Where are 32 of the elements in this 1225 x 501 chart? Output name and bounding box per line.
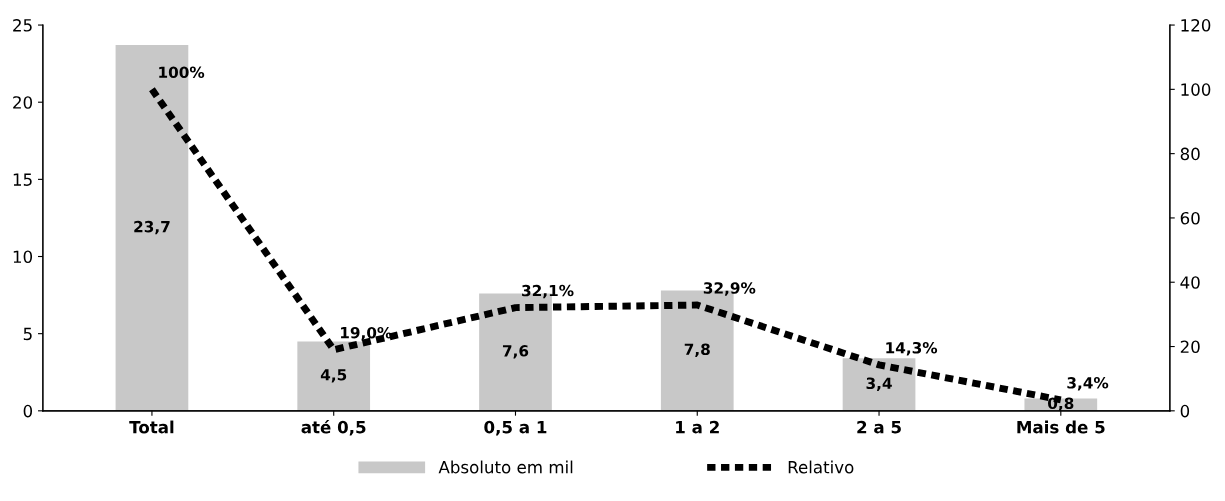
y2-tick-label: 120 — [1181, 19, 1211, 32]
data-label: 32,1% — [522, 284, 574, 299]
data-label: 3,4 — [866, 377, 892, 391]
y2-tick-label: 100 — [1181, 83, 1211, 96]
legend-label: Absoluto em mil — [438, 460, 573, 474]
legend-label: Relativo — [788, 460, 854, 474]
y-tick-label: 5 — [23, 327, 32, 341]
y-tick-label: 0 — [23, 404, 33, 418]
data-label: 7,6 — [502, 345, 529, 359]
data-label: 4,5 — [320, 369, 347, 383]
data-label: 23,7 — [134, 220, 170, 235]
data-label: 100% — [159, 66, 205, 79]
data-label: 14,3% — [886, 342, 938, 356]
y-tick-label: 10 — [13, 250, 33, 264]
x-tick-label: 0,5 a 1 — [484, 420, 547, 436]
x-tick-label: Total — [129, 420, 174, 434]
bar — [297, 341, 371, 411]
y-tick-label: 25 — [13, 19, 32, 32]
y-tick-label: 15 — [13, 173, 32, 186]
data-label: 7,8 — [684, 343, 710, 358]
y2-tick-label: 20 — [1180, 340, 1200, 354]
x-tick-label: até 0,5 — [301, 419, 366, 436]
data-label: 32,9% — [703, 282, 756, 296]
x-tick-label: 2 a 5 — [857, 420, 901, 434]
x-tick-label: Mais de 5 — [1017, 420, 1105, 434]
data-label: 3,4% — [1067, 377, 1109, 391]
y2-tick-label: 40 — [1180, 276, 1200, 289]
y2-tick-label: 80 — [1180, 147, 1200, 161]
y2-tick-label: 60 — [1180, 211, 1200, 225]
x-tick-label: 1 a 2 — [676, 420, 719, 434]
y2-tick-label: 0 — [1180, 404, 1190, 418]
y-tick-label: 20 — [13, 96, 33, 109]
